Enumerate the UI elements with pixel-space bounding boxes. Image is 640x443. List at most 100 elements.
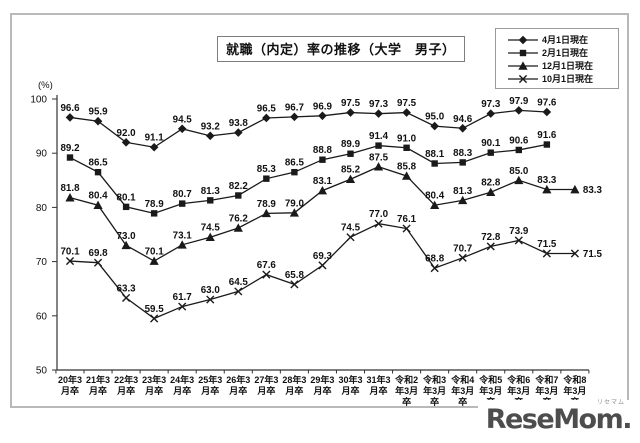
x-tick-label: 月卒: [144, 385, 163, 396]
data-point-label: 70.1: [60, 247, 80, 258]
data-point-label: 73.9: [509, 226, 529, 237]
data-point-label: 93.2: [201, 121, 221, 132]
data-point-marker: [430, 200, 440, 210]
data-point-marker: [121, 138, 131, 147]
data-point-label: 73.0: [117, 231, 137, 242]
data-point-label: 91.1: [145, 133, 165, 144]
data-point-marker: [121, 240, 131, 250]
data-point-label: 70.7: [453, 243, 473, 254]
data-point-label: 97.5: [397, 98, 417, 109]
data-point-marker: [93, 258, 103, 267]
x-tick-label: 30年3: [338, 374, 362, 385]
data-point-marker: [402, 224, 411, 233]
data-point-marker: [319, 156, 326, 163]
data-point-marker: [346, 233, 355, 242]
data-point-marker: [233, 223, 243, 232]
data-point-marker: [458, 253, 467, 262]
data-point-marker: [403, 144, 410, 151]
x-tick-label: 21年3: [86, 374, 110, 385]
data-point-marker: [543, 141, 551, 148]
x-tick-label: 年3月: [507, 385, 530, 396]
data-point-label: 59.5: [145, 304, 165, 315]
data-point-label: 92.0: [117, 128, 137, 139]
data-point-label: 82.2: [229, 181, 249, 192]
data-point-marker: [374, 109, 383, 118]
legend-item: 4月1日現在: [498, 33, 616, 46]
x-tick-label: 年3月: [563, 385, 586, 396]
data-point-marker: [150, 210, 158, 217]
data-point-label: 81.8: [60, 183, 80, 194]
data-point-marker: [177, 240, 187, 249]
data-point-label: 86.5: [89, 158, 109, 169]
data-point-label: 68.8: [425, 254, 445, 265]
data-point-label: 73.1: [173, 230, 193, 241]
data-point-label: 90.1: [481, 138, 501, 149]
data-point-marker: [177, 124, 187, 134]
data-point-marker: [374, 219, 383, 228]
data-point-marker: [345, 174, 356, 184]
x-tick-label: 25年3: [198, 374, 222, 385]
data-point-label: 88.1: [425, 149, 445, 160]
data-point-label: 85.3: [257, 164, 277, 175]
x-tick-label: 年3月: [395, 385, 418, 396]
legend-marker-icon: [508, 35, 538, 44]
data-point-marker: [149, 256, 159, 265]
data-point-marker: [458, 195, 468, 205]
data-point-marker: [347, 150, 354, 157]
y-tick-label: 90: [36, 149, 48, 160]
data-point-marker: [122, 293, 131, 303]
data-point-marker: [514, 106, 524, 115]
data-point-label: 71.5: [537, 239, 557, 250]
data-point-label: 64.5: [229, 277, 249, 288]
data-point-label: 83.3: [583, 185, 603, 196]
data-point-marker: [261, 208, 271, 218]
data-point-label: 72.8: [481, 232, 501, 243]
legend-item-label: 2月1日現在: [542, 48, 589, 58]
data-point-marker: [542, 107, 552, 117]
data-point-label: 95.9: [89, 107, 109, 118]
data-point-marker: [486, 187, 496, 197]
data-point-label: 79.0: [285, 198, 305, 209]
x-tick-label: 令和2: [394, 374, 418, 385]
x-tick-label: 24年3: [170, 374, 194, 385]
data-point-marker: [66, 154, 74, 161]
legend-item-label: 12月1日現在: [542, 61, 594, 71]
data-point-marker: [205, 232, 215, 242]
data-point-label: 78.9: [257, 199, 277, 210]
x-tick-label: 31年3: [367, 374, 391, 385]
data-point-marker: [318, 111, 327, 121]
legend-marker-icon: [508, 74, 538, 83]
data-point-marker: [234, 287, 243, 296]
data-point-label: 80.7: [173, 189, 193, 200]
data-point-marker: [262, 270, 271, 279]
x-tick-label: 27年3: [254, 374, 278, 385]
x-tick-label: 月卒: [256, 385, 275, 396]
data-point-marker: [205, 131, 215, 141]
data-point-label: 97.6: [537, 98, 557, 109]
data-point-marker: [373, 162, 384, 171]
x-tick-label: 卒: [458, 396, 467, 407]
data-point-label: 81.3: [201, 186, 221, 197]
data-point-label: 83.1: [313, 176, 333, 187]
data-point-label: 70.1: [145, 247, 165, 258]
data-point-marker: [515, 146, 522, 154]
data-point-label: 85.2: [341, 165, 361, 176]
data-point-marker: [262, 113, 271, 123]
x-tick-label: 月卒: [340, 385, 359, 396]
x-tick-label: 令和3: [422, 374, 446, 385]
data-point-label: 81.3: [453, 186, 473, 197]
data-point-marker: [486, 109, 496, 118]
data-point-label: 96.7: [285, 102, 305, 113]
data-point-label: 80.4: [89, 191, 109, 202]
data-point-marker: [375, 142, 382, 149]
data-point-marker: [206, 295, 215, 304]
x-tick-label: 令和5: [478, 374, 502, 385]
data-point-label: 80.1: [117, 192, 137, 203]
y-tick-label: 50: [36, 366, 48, 377]
data-point-label: 97.3: [481, 99, 501, 110]
data-point-label: 87.5: [369, 152, 389, 163]
x-tick-label: 月卒: [284, 385, 303, 396]
data-point-marker: [431, 160, 438, 167]
data-point-marker: [65, 193, 75, 202]
data-point-marker: [289, 208, 299, 217]
